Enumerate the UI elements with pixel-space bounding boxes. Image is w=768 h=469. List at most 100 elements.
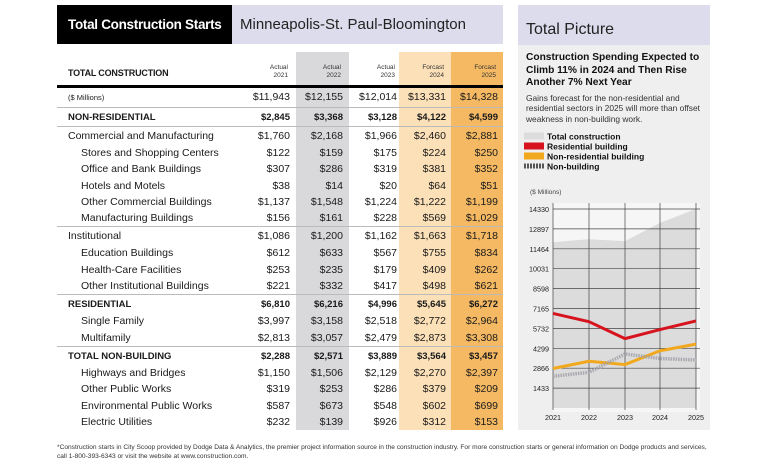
row-label: Commercial and Manufacturing [68,130,214,142]
legend-label: Non-residential building [547,152,644,162]
cell-value: $498 [422,280,446,293]
x-tick-label: 2024 [652,413,668,422]
cell-value: $332 [319,280,343,293]
cell-value: $2,460 [413,130,446,142]
cell-value: $11,943 [252,91,290,103]
column-type: Actual [322,64,341,71]
table-row: Multifamily $2,813 $3,057 $2,479 $2,873 $3,30… [57,330,503,346]
x-tick-label: 2022 [581,413,597,422]
cell-value: $409 [422,263,446,276]
table-row: Other Commercial Buildings $1,137 $1,548 $1… [57,194,503,210]
cell-value: $221 [266,280,290,293]
cell-value: $3,368 [313,112,343,123]
column-header: Actual 2021 [242,64,294,80]
row-label: Stores and Shopping Centers [81,147,219,159]
y-tick-label: 10031 [529,265,549,274]
cell-value: $3,158 [310,315,343,328]
cell-value: $379 [422,383,446,396]
cell-value: $926 [373,415,397,428]
cell-value: $159 [319,147,343,159]
table-row: Highways and Bridges $1,150 $1,506 $2,129 $2… [57,365,503,381]
cell-value: $5,645 [416,299,446,311]
cell-value: $14 [325,179,343,192]
cell-value: $12,014 [359,91,397,103]
cell-value: $319 [373,163,397,176]
table-row: Education Buildings $612 $633 $567 $755 $834 [57,245,503,261]
table-row: Single Family $3,997 $3,158 $2,518 $2,772 $2,… [57,313,503,329]
cell-value: $755 [422,247,446,260]
table-badge: Total Construction Starts [57,5,232,44]
column-shade [296,52,349,430]
cell-value: $312 [422,415,446,428]
column-year: 2023 [380,72,395,79]
cell-value: $286 [373,383,397,396]
cell-value: $224 [422,147,446,159]
cell-value: $4,599 [468,112,498,123]
cell-value: $307 [266,163,290,176]
table-row: Environmental Public Works $587 $673 $548 $6… [57,398,503,414]
cell-value: $1,029 [465,212,498,225]
series-line-non-building [552,352,697,378]
cell-value: $1,663 [413,230,446,243]
cell-value: $1,150 [257,366,290,379]
cell-value: $6,272 [468,299,498,311]
legend-label: Total construction [547,132,621,142]
cell-value: $2,873 [413,331,446,344]
table-row: NON-RESIDENTIAL $2,845 $3,368 $3,128 $4,122 $… [57,107,503,126]
legend-swatch [524,152,544,160]
row-label: Highways and Bridges [81,366,186,379]
y-tick-label: 7165 [533,305,549,314]
cell-value: $587 [266,399,290,412]
column-header: Forcast 2024 [398,64,450,80]
footnote: *Construction starts in City Scoop provi… [57,444,707,460]
legend-swatch [524,142,544,150]
cell-value: $1,548 [310,195,343,208]
cell-value: $633 [319,247,343,260]
cell-value: $2,964 [465,315,498,328]
panel-description: Gains forecast for the non-residential a… [526,92,700,125]
cell-value: $253 [266,263,290,276]
cell-value: $612 [266,247,290,260]
cell-value: $1,966 [364,130,397,142]
table-row: Electric Utilities $232 $139 $926 $312 $153 [57,414,503,430]
cell-value: $13,331 [408,91,446,103]
cell-value: $1,224 [364,195,397,208]
cell-value: $1,718 [465,230,498,243]
cell-value: $319 [266,383,290,396]
cell-value: $262 [474,263,498,276]
cell-value: $14,328 [460,91,498,103]
cell-value: $2,168 [310,130,343,142]
x-tick-label: 2025 [688,413,704,422]
cell-value: $153 [474,415,498,428]
column-type: Forcast [422,64,444,71]
cell-value: $235 [319,263,343,276]
cell-value: $3,997 [257,315,290,328]
row-label: ($ Millions) [68,93,105,102]
table-column-header: TOTAL CONSTRUCTION Actual 2021 Actual 2022 A… [57,52,503,88]
cell-value: $621 [474,280,498,293]
row-label: NON-RESIDENTIAL [68,112,156,123]
table-header-bar: Total Construction Starts Minneapolis-St… [57,5,503,44]
cell-value: $2,571 [313,350,343,362]
row-label: Electric Utilities [81,415,153,428]
cell-value: $3,128 [367,112,397,123]
table-row: Institutional $1,086 $1,200 $1,162 $1,663 $1,… [57,226,503,245]
cell-value: $3,308 [465,331,498,344]
row-label: RESIDENTIAL [68,299,132,311]
table-row: Hotels and Motels $38 $14 $20 $64 $51 [57,178,503,194]
cell-value: $2,518 [364,315,397,328]
row-label: Environmental Public Works [81,399,213,412]
cell-value: $381 [422,163,446,176]
cell-value: $228 [373,212,397,225]
cell-value: $834 [474,247,498,260]
table-row: TOTAL NON-BUILDING $2,288 $2,571 $3,889 $3,5… [57,345,503,365]
row-label: Single Family [81,315,145,328]
x-tick-label: 2021 [545,413,561,422]
table-row: Office and Bank Buildings $307 $286 $319 $38… [57,161,503,177]
cell-value: $175 [373,147,397,159]
row-label: TOTAL NON-BUILDING [68,350,172,362]
cell-value: $352 [474,163,498,176]
table-row: RESIDENTIAL $6,810 $6,216 $4,996 $5,645 $6,27… [57,294,503,313]
row-label: Institutional [68,230,122,243]
cell-value: $139 [319,415,343,428]
